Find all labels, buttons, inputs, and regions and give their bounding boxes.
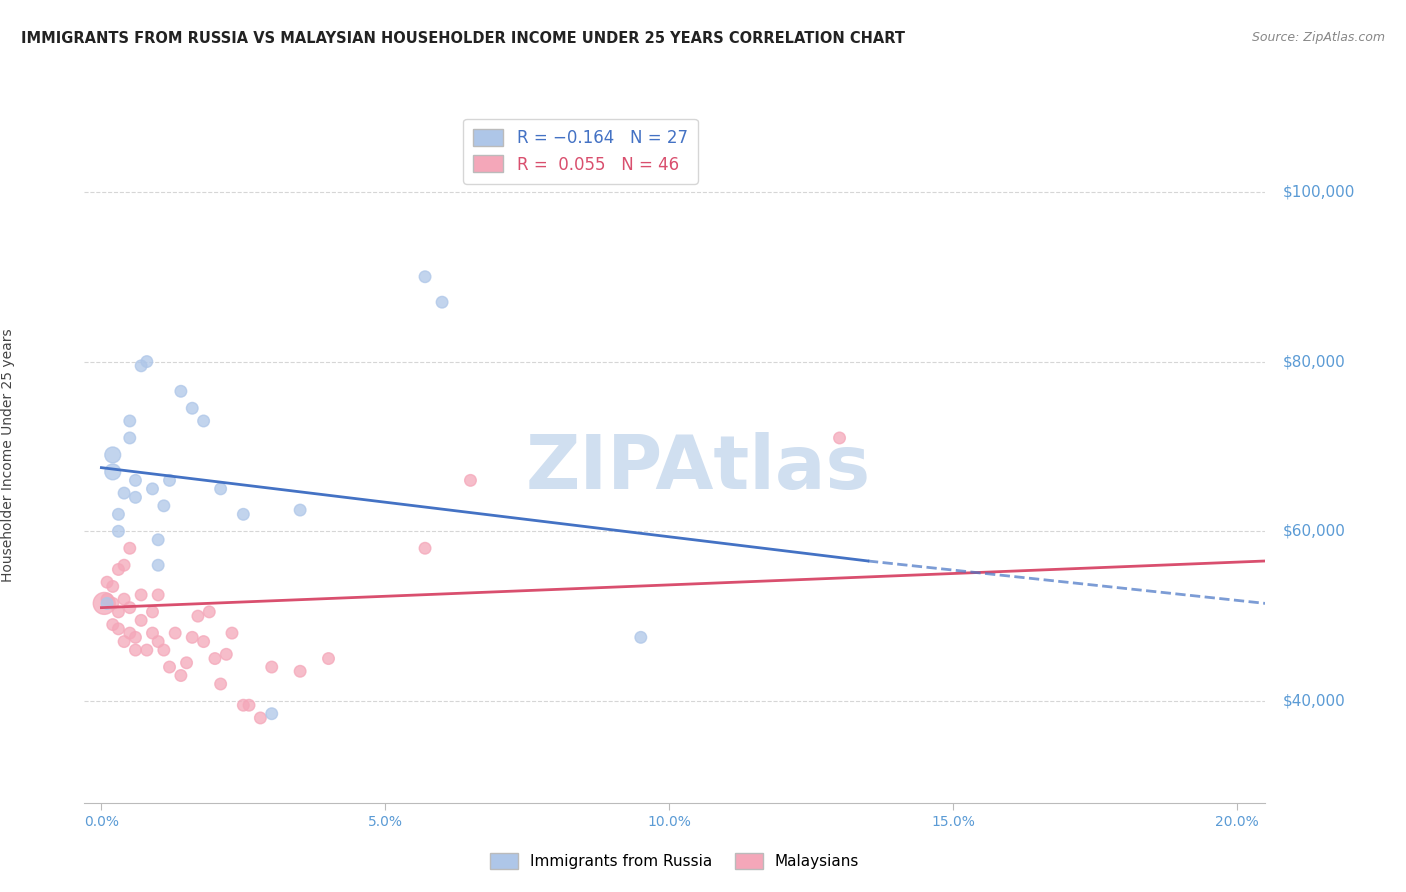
Point (93, 596, 115, 610)
Point (118, 414, 141, 428)
Point (101, 596, 124, 610)
Point (460, 474, 482, 488)
Point (107, 524, 129, 539)
Point (112, 592, 135, 607)
Legend: Immigrants from Russia, Malaysians: Immigrants from Russia, Malaysians (484, 847, 866, 875)
Text: ZIPAtlas: ZIPAtlas (526, 433, 872, 506)
Point (430, 295, 453, 310)
Text: $100,000: $100,000 (1282, 185, 1354, 200)
Point (112, 558, 135, 573)
Point (204, 651, 226, 665)
Point (124, 491, 146, 505)
Point (107, 508, 129, 522)
Point (159, 474, 181, 488)
Text: $80,000: $80,000 (1282, 354, 1346, 369)
Point (112, 634, 135, 648)
Point (215, 648, 238, 662)
Point (148, 558, 170, 573)
Point (318, 651, 340, 665)
Point (107, 605, 129, 619)
Point (96, 575, 118, 590)
Point (96, 596, 118, 610)
Point (288, 665, 311, 679)
Point (176, 656, 198, 670)
Point (828, 431, 851, 445)
Point (170, 384, 193, 399)
Point (260, 706, 283, 721)
Point (118, 600, 141, 615)
Point (141, 482, 163, 496)
Text: Householder Income Under 25 years: Householder Income Under 25 years (0, 328, 14, 582)
Point (260, 660, 283, 674)
Point (193, 634, 215, 648)
Point (148, 634, 170, 648)
Point (209, 482, 232, 496)
Point (129, 613, 152, 627)
Point (232, 698, 254, 713)
Point (124, 643, 146, 657)
Point (141, 626, 163, 640)
Point (165, 626, 187, 640)
Point (148, 533, 170, 547)
Text: $60,000: $60,000 (1282, 524, 1346, 539)
Point (181, 631, 204, 645)
Text: Source: ZipAtlas.com: Source: ZipAtlas.com (1251, 31, 1385, 45)
Point (221, 626, 243, 640)
Point (249, 711, 271, 725)
Point (193, 414, 215, 428)
Point (630, 631, 652, 645)
Point (181, 401, 204, 416)
Point (124, 631, 146, 645)
Point (129, 359, 152, 373)
Point (232, 508, 254, 522)
Point (413, 269, 436, 284)
Point (101, 448, 124, 462)
Point (159, 660, 181, 674)
Point (124, 474, 146, 488)
Point (118, 541, 141, 556)
Text: IMMIGRANTS FROM RUSSIA VS MALAYSIAN HOUSEHOLDER INCOME UNDER 25 YEARS CORRELATIO: IMMIGRANTS FROM RUSSIA VS MALAYSIAN HOUS… (21, 31, 905, 46)
Text: $40,000: $40,000 (1282, 693, 1346, 708)
Point (187, 609, 209, 624)
Point (141, 605, 163, 619)
Point (101, 465, 124, 479)
Point (148, 588, 170, 602)
Point (170, 668, 193, 682)
Point (101, 579, 124, 593)
Point (153, 499, 176, 513)
Point (96, 592, 118, 607)
Point (288, 503, 311, 517)
Point (129, 588, 152, 602)
Point (238, 698, 260, 713)
Point (118, 626, 141, 640)
Point (107, 562, 129, 576)
Point (112, 486, 135, 500)
Point (107, 622, 129, 636)
Point (118, 431, 141, 445)
Point (101, 617, 124, 632)
Point (413, 541, 436, 556)
Point (198, 605, 221, 619)
Point (135, 643, 157, 657)
Point (209, 677, 232, 691)
Point (153, 643, 176, 657)
Point (135, 354, 157, 368)
